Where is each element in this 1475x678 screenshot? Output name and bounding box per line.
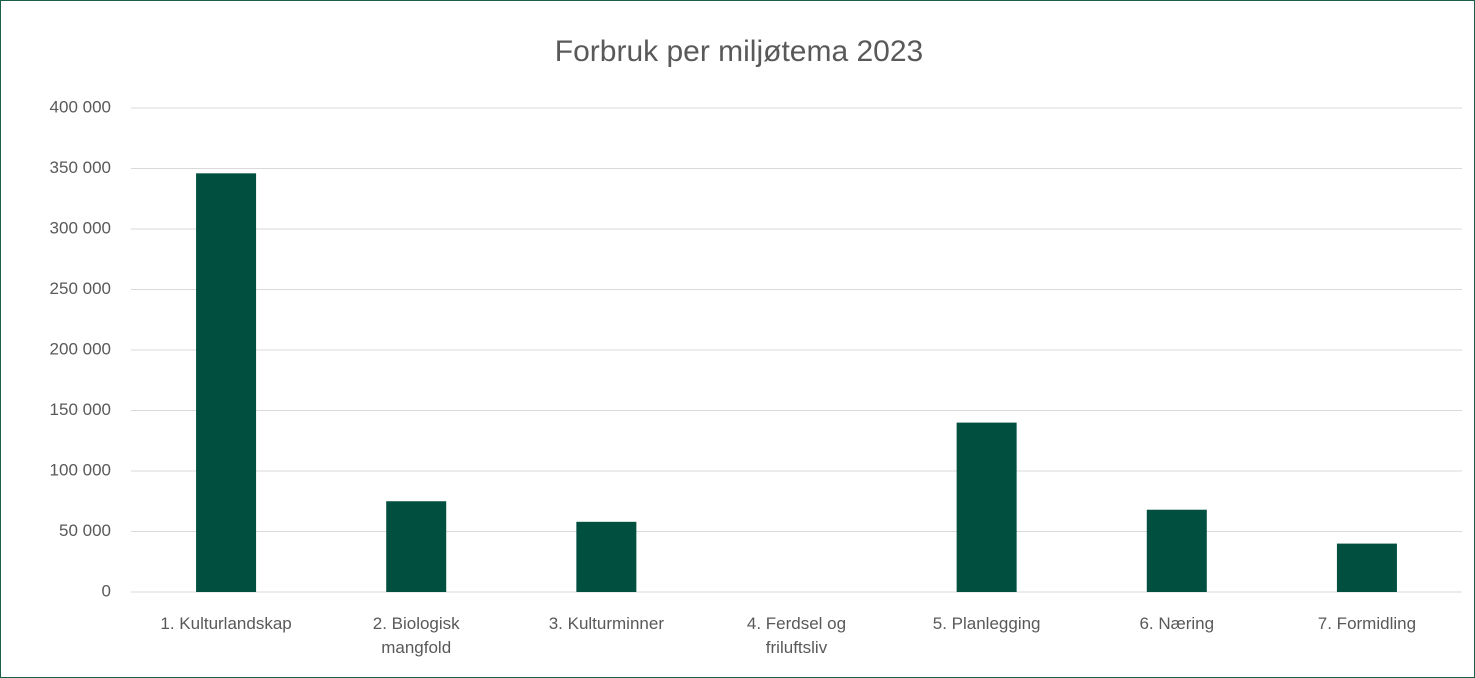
y-tick-label: 300 000 bbox=[50, 218, 111, 237]
y-tick-label: 100 000 bbox=[50, 460, 111, 479]
y-tick-label: 150 000 bbox=[50, 400, 111, 419]
bar bbox=[576, 521, 637, 592]
x-tick-label: 3. Kulturminner bbox=[548, 614, 664, 633]
x-tick-label: 1. Kulturlandskap bbox=[160, 614, 292, 633]
x-tick-label: 5. Planlegging bbox=[932, 614, 1041, 633]
y-tick-label: 50 000 bbox=[59, 521, 111, 540]
x-tick-label: 6. Næring bbox=[1139, 614, 1215, 633]
x-tick-label: 7. Formidling bbox=[1317, 614, 1417, 633]
y-tick-label: 0 bbox=[102, 581, 111, 600]
y-tick-label: 350 000 bbox=[50, 158, 111, 177]
bar bbox=[386, 501, 447, 592]
x-tick-label: 4. Ferdsel og friluftsliv bbox=[746, 614, 847, 657]
chart-title: Forbruk per miljøtema 2023 bbox=[555, 35, 923, 68]
bar bbox=[196, 173, 257, 592]
x-tick-label: 2. Biologisk mangfold bbox=[372, 614, 460, 657]
bar bbox=[1146, 509, 1207, 592]
y-tick-label: 250 000 bbox=[50, 279, 111, 298]
bar bbox=[956, 422, 1017, 592]
y-tick-label: 400 000 bbox=[50, 97, 111, 116]
bar bbox=[1336, 543, 1397, 592]
y-tick-label: 200 000 bbox=[50, 339, 111, 358]
